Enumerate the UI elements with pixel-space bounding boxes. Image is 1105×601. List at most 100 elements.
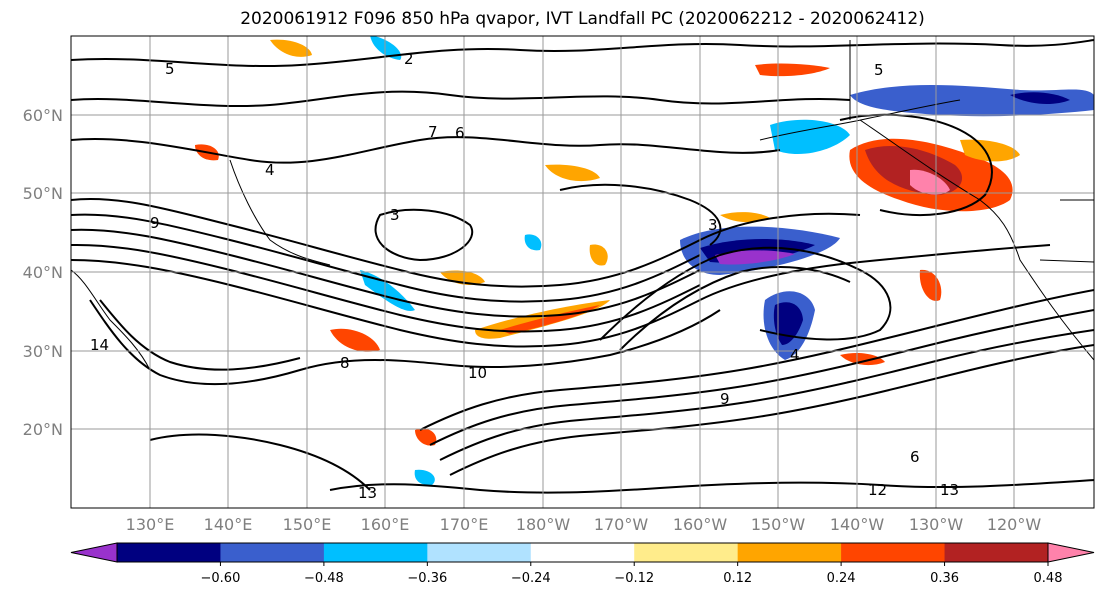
colorbar-tick-label: 0.12: [723, 571, 752, 586]
contour-label: 2: [404, 50, 414, 68]
contour-line: [99, 299, 301, 371]
coastline: [71, 269, 151, 371]
lon-label: 150°E: [283, 515, 332, 534]
contour-line: [149, 433, 371, 491]
contour-line: [374, 208, 473, 262]
positive-anomaly-patch: [440, 270, 485, 285]
negative-anomaly-patch: [1010, 92, 1070, 105]
contour-label: 13: [358, 484, 377, 502]
negative-anomaly-patch: [770, 119, 850, 155]
gridlines: [71, 36, 1094, 508]
negative-anomaly-patch: [414, 469, 435, 486]
contour-label: 4: [265, 161, 275, 179]
negative-anomaly-patch: [370, 36, 402, 60]
colorbar-segment: [737, 543, 842, 562]
lat-label: 30°N: [23, 342, 63, 361]
negative-anomaly-patch: [715, 250, 795, 265]
colorbar-tick-label: 0.48: [1034, 571, 1063, 586]
colorbar-tick-label: −0.60: [201, 571, 241, 586]
positive-anomaly-patch: [960, 139, 1020, 162]
positive-anomaly-patch: [500, 305, 600, 334]
contour-label: 5: [165, 60, 175, 78]
contour-label: 10: [468, 364, 487, 382]
positive-anomaly-patch: [415, 428, 437, 446]
colorbar-outline: [116, 542, 1049, 563]
lon-label: 160°E: [361, 515, 410, 534]
positive-anomaly-patch: [545, 164, 600, 182]
longitude-labels: 130°E 140°E 150°E 160°E 170°E 180°W 170°…: [126, 515, 1042, 534]
coastline: [859, 119, 1094, 361]
contour-labels: 2 3 4 5 6 7 8 9 10 12 13 14 6 9 5 3 13 4: [90, 50, 959, 502]
contour-line: [71, 39, 1094, 68]
contour-line: [429, 309, 1094, 446]
contour-line: [71, 243, 701, 333]
contour-line: [449, 344, 1094, 476]
contour-label: 6: [910, 448, 920, 466]
map-title: 2020061912 F096 850 hPa qvapor, IVT Land…: [240, 9, 925, 29]
lat-label: 20°N: [23, 420, 63, 439]
contour-line: [89, 299, 721, 386]
contour-label: 9: [150, 214, 160, 232]
colorbar-extend-low: [70, 542, 118, 563]
contour-line: [71, 90, 851, 108]
colorbar-segment: [427, 543, 532, 562]
colorbar-segment: [841, 543, 946, 562]
positive-anomaly-patch: [910, 169, 950, 195]
contour-line: [71, 228, 701, 318]
lon-label: 150°W: [751, 515, 806, 534]
contour-label: 4: [790, 346, 800, 364]
coastline: [1039, 199, 1094, 263]
plot-frame: [70, 35, 1095, 509]
colorbar-segment: [944, 543, 1049, 562]
lat-label: 40°N: [23, 263, 63, 282]
colorbar-tick-label: 0.24: [827, 571, 856, 586]
contour-label: 13: [940, 481, 959, 499]
colorbar-segment: [530, 543, 635, 562]
contour-label: 3: [708, 216, 718, 234]
contour-line: [559, 183, 722, 246]
contour-line: [419, 289, 1094, 431]
colorbar: −0.60 −0.48 −0.36 −0.24 −0.12 0.12 0.24 0.36 0.4…: [70, 542, 1095, 586]
lon-label: 180°W: [516, 515, 571, 534]
coastlines: [71, 40, 1094, 371]
positive-anomaly-patch: [330, 328, 380, 352]
contour-label: 8: [340, 354, 350, 372]
lon-label: 130°E: [126, 515, 175, 534]
contour-label: 12: [868, 481, 887, 499]
contour-label: 6: [455, 124, 465, 142]
colorbar-tick-label: −0.48: [304, 571, 344, 586]
lon-label: 170°E: [440, 515, 489, 534]
lon-label: 170°W: [594, 515, 649, 534]
lon-label: 120°W: [987, 515, 1042, 534]
contour-line: [71, 198, 861, 288]
positive-anomaly-patch: [589, 244, 608, 266]
contour-label: 3: [390, 206, 400, 224]
lat-label: 50°N: [23, 184, 63, 203]
colorbar-segment: [117, 543, 221, 562]
contour-line: [71, 244, 1051, 348]
colorbar-tick-label: 0.36: [930, 571, 959, 586]
contour-line: [329, 479, 1094, 494]
colorbar-tick-label: −0.12: [614, 571, 654, 586]
lon-label: 140°E: [204, 515, 253, 534]
contour-label: 9: [720, 390, 730, 408]
latitude-labels: 60°N 50°N 40°N 30°N 20°N: [23, 106, 63, 439]
lat-label: 60°N: [23, 106, 63, 125]
positive-anomaly-patch: [720, 212, 770, 223]
coastline: [229, 159, 331, 266]
contour-line: [71, 136, 781, 164]
contour-label: 14: [90, 336, 109, 354]
positive-anomaly-patch: [270, 39, 312, 57]
negative-anomaly-patch: [524, 234, 542, 251]
lon-label: 140°W: [830, 515, 885, 534]
lon-label: 130°W: [909, 515, 964, 534]
contour-lines: [71, 39, 1094, 494]
positive-anomaly-patch: [840, 352, 885, 366]
colorbar-tick-label: −0.24: [511, 571, 551, 586]
positive-anomaly-patch: [755, 63, 830, 77]
contour-label: 7: [428, 123, 438, 141]
colorbar-segment: [323, 543, 428, 562]
contour-line: [439, 329, 1094, 461]
contour-line: [599, 246, 892, 341]
